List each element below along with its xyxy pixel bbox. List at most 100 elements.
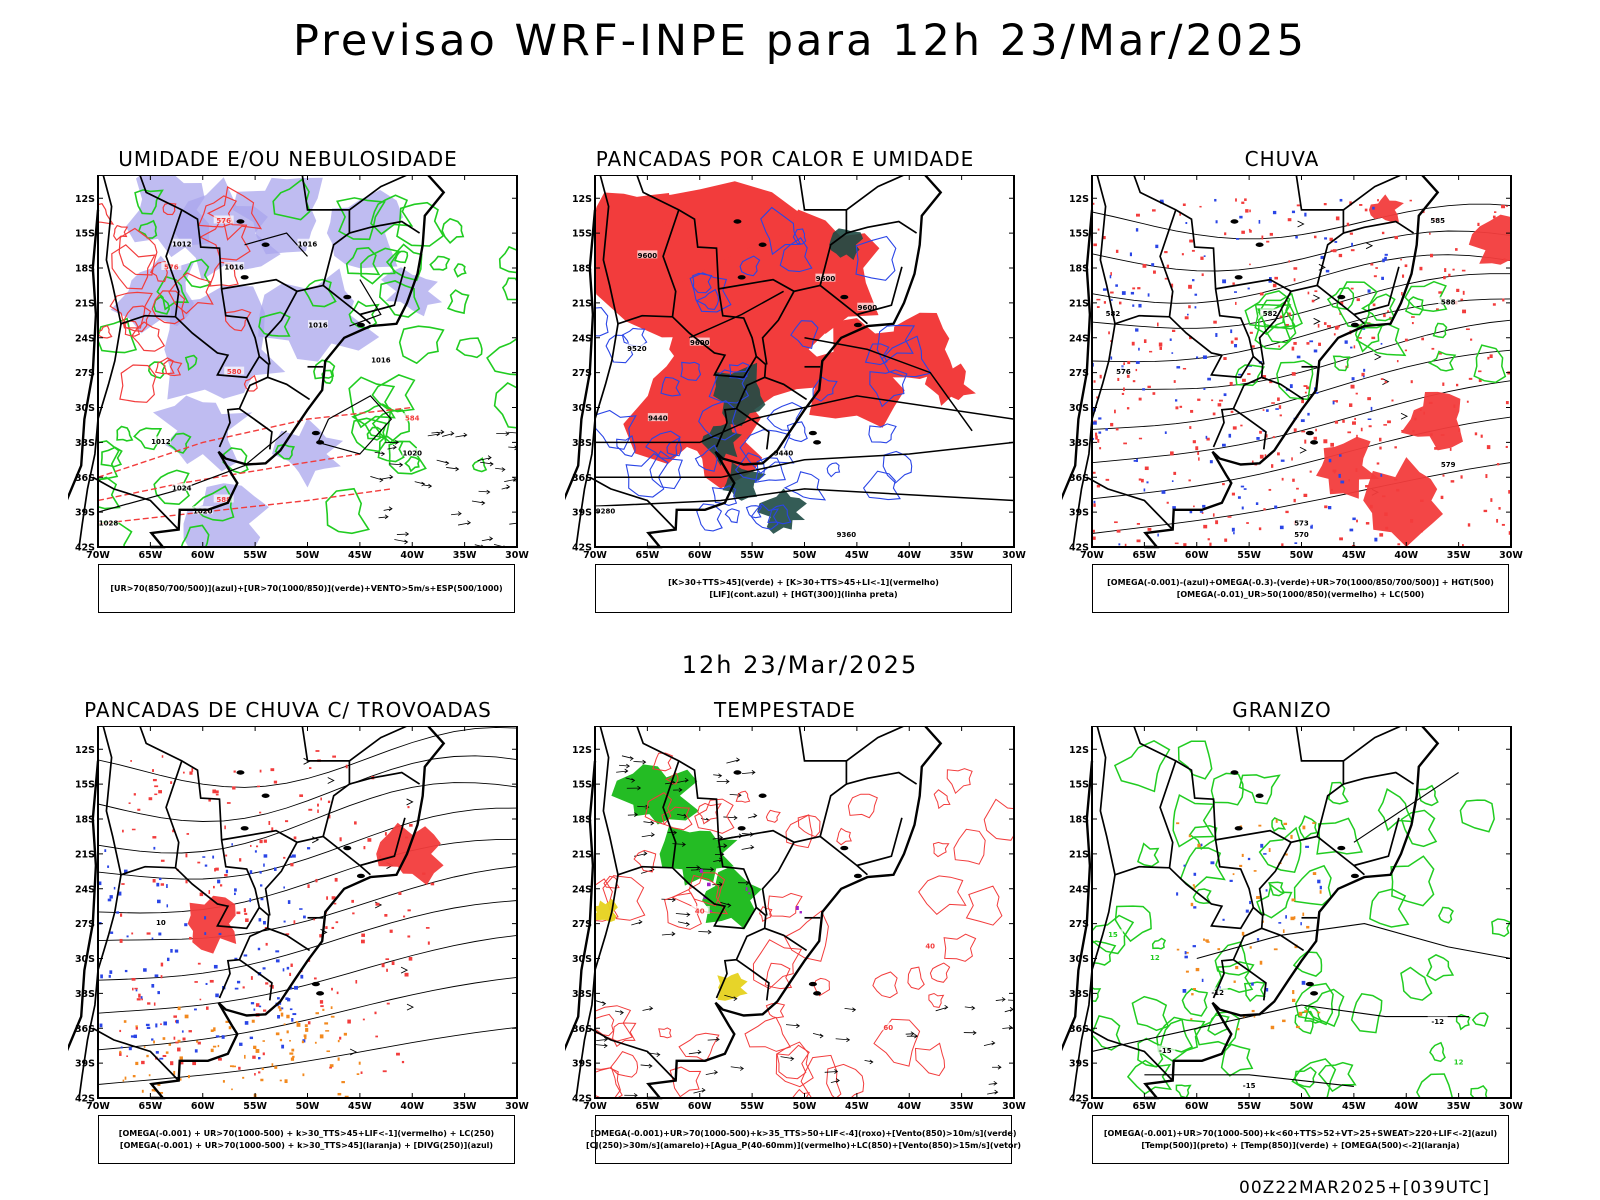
omega-cell [1135,228,1139,232]
rain-cell [1099,374,1102,379]
wind-vector [513,480,517,482]
lon-tick-label: 70W [1080,1101,1104,1112]
streamline-arrow [1297,220,1305,228]
rain-cell [1212,513,1215,517]
thunderstorm-cell [119,1029,122,1033]
wind-vector [595,1000,607,1006]
divergence-cell [258,1005,262,1008]
omega-cell [1130,291,1135,295]
lat-tick-label: 27S [572,919,592,930]
instability-cell [231,1088,233,1091]
thunderstorm-cell [331,896,336,900]
omega-cell [1157,533,1159,537]
legend-box: [OMEGA(-0.001)+UR>70(1000-500)+k>35_TTS>… [586,1115,1021,1164]
lake-marker [1350,873,1359,879]
wind-vector [988,1080,998,1086]
rain-cell [1333,333,1336,336]
wind-vector [396,531,410,537]
thunderstorm-cell [320,797,322,801]
omega-cell [1310,524,1313,529]
rain-cell [1191,249,1195,252]
hail-cell [1200,843,1203,847]
rain-cell [1114,409,1116,414]
thunderstorm-cell [331,987,333,991]
rain-cell [1379,446,1382,450]
precipitable-water-contour [836,827,852,846]
state-border [359,266,406,316]
thunderstorm-cell [320,1005,324,1008]
panel-chuva: CHUVA 585 588 582 576 579 573 570 582 12S 15S 18S 2… [1062,147,1532,642]
omega-cell [1253,1015,1256,1018]
hail-cell [1278,922,1282,924]
wind-vector [596,1037,608,1042]
omega-cell [1249,946,1252,949]
legend-line: [CJ(250)>30m/s](amarelo)+[Agua_P(40-60mm… [585,1140,1022,1150]
humidity-low-contour [313,359,336,380]
rain-cell [1376,462,1380,465]
state-border [78,874,122,1099]
thunderstorm-cell [259,769,262,773]
temperature-850-contour [1491,918,1511,938]
instability-cell [330,1015,335,1018]
hail-cell [1182,988,1187,993]
lake-marker [1310,440,1319,445]
contour-label-bg [689,906,710,914]
contour-label: 1016 [298,240,318,248]
rain-cell [1332,400,1337,402]
omega-cell [1233,532,1235,535]
instability-cell [184,1014,189,1019]
instability-cell [356,1073,360,1076]
rain-cell [1358,337,1362,339]
omega-cell [1280,459,1285,462]
rain-cell [1184,316,1189,320]
state-border [1232,959,1267,1001]
instability-cell [315,1012,319,1015]
rain-cell [1449,447,1452,451]
omega-cell [1194,293,1198,296]
divergence-cell [249,898,252,903]
rain-cell [1198,457,1200,461]
rain-cell [1266,240,1270,243]
thunderstorm-cell [160,1023,162,1025]
precipitable-water-contour [595,1005,634,1042]
thunderstorm-cell [182,1037,186,1041]
wind-vector [677,921,690,927]
streamline-arrow [1313,317,1321,325]
lon-tick-label: 65W [139,1101,163,1112]
divergence-cell [259,884,263,887]
omega-cell [1251,1009,1255,1013]
divergence-cell [277,997,280,1000]
rain-cell [1201,511,1204,514]
rain-cell [1123,362,1125,366]
lat-tick-label: 12S [1069,745,1089,756]
contour-label-bg [1291,529,1312,538]
temperature-850-contour [1179,847,1226,890]
thunderstorm-cell [351,899,354,903]
divergence-cell [289,986,293,990]
lon-tick-label: 65W [636,550,660,561]
wind-vector [705,1069,719,1076]
thunderstorm-cell [252,1055,256,1059]
omega-cell [1275,408,1279,410]
lake-marker [311,430,320,436]
divergence-cell [151,1038,154,1041]
temperature-850-contour [1471,1012,1489,1027]
omega-cell [1146,481,1149,484]
lat-tick-label: 39S [75,508,95,519]
rain-cell [1230,340,1234,344]
contour-label: 9600 [816,275,836,283]
omega-cell [1332,401,1335,405]
instability-cell [168,1043,172,1046]
wind-vector [471,500,486,506]
precipitable-water-contour [658,1027,672,1039]
rain-cell [1245,209,1249,213]
divergence-cell [263,920,266,925]
thickness-contour [197,195,238,228]
wind-vector [688,1049,702,1055]
rain-cell [1364,208,1368,212]
rain-cell [1438,291,1442,294]
state-border [575,874,619,1099]
lat-tick-label: 33S [1069,438,1089,449]
lake-marker [236,219,245,224]
